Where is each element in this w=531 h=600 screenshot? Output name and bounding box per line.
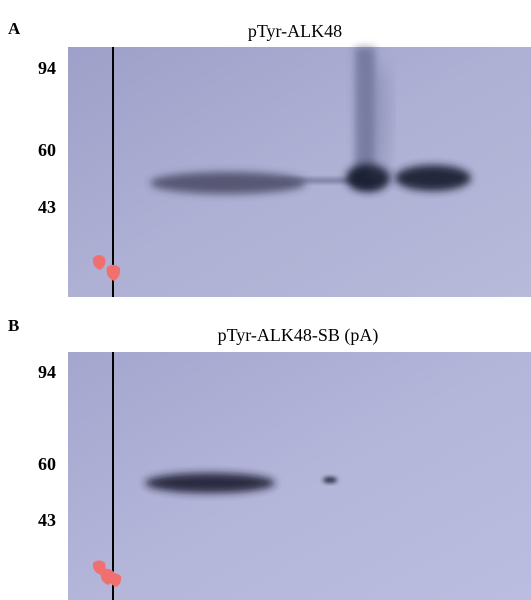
size-marker: 94 (38, 362, 56, 382)
figure: A pTyr-ALK48 94 60 43 B pTyr-ALK48-SB (p… (0, 0, 531, 600)
panel-b: B pTyr-ALK48-SB (pA) 94 60 43 (8, 316, 531, 600)
panel-label: B (8, 316, 19, 335)
size-marker: 60 (38, 454, 56, 474)
size-marker: 60 (38, 140, 56, 160)
size-marker: 94 (38, 58, 56, 78)
panel-title: pTyr-ALK48 (248, 21, 342, 41)
panel-a: A pTyr-ALK48 94 60 43 (8, 19, 531, 297)
panel-title: pTyr-ALK48-SB (pA) (218, 325, 379, 346)
panel-label: A (8, 19, 21, 38)
page: A pTyr-ALK48 94 60 43 B pTyr-ALK48-SB (p… (0, 0, 531, 600)
size-marker: 43 (38, 197, 56, 217)
blot (68, 352, 531, 600)
size-marker: 43 (38, 510, 56, 530)
